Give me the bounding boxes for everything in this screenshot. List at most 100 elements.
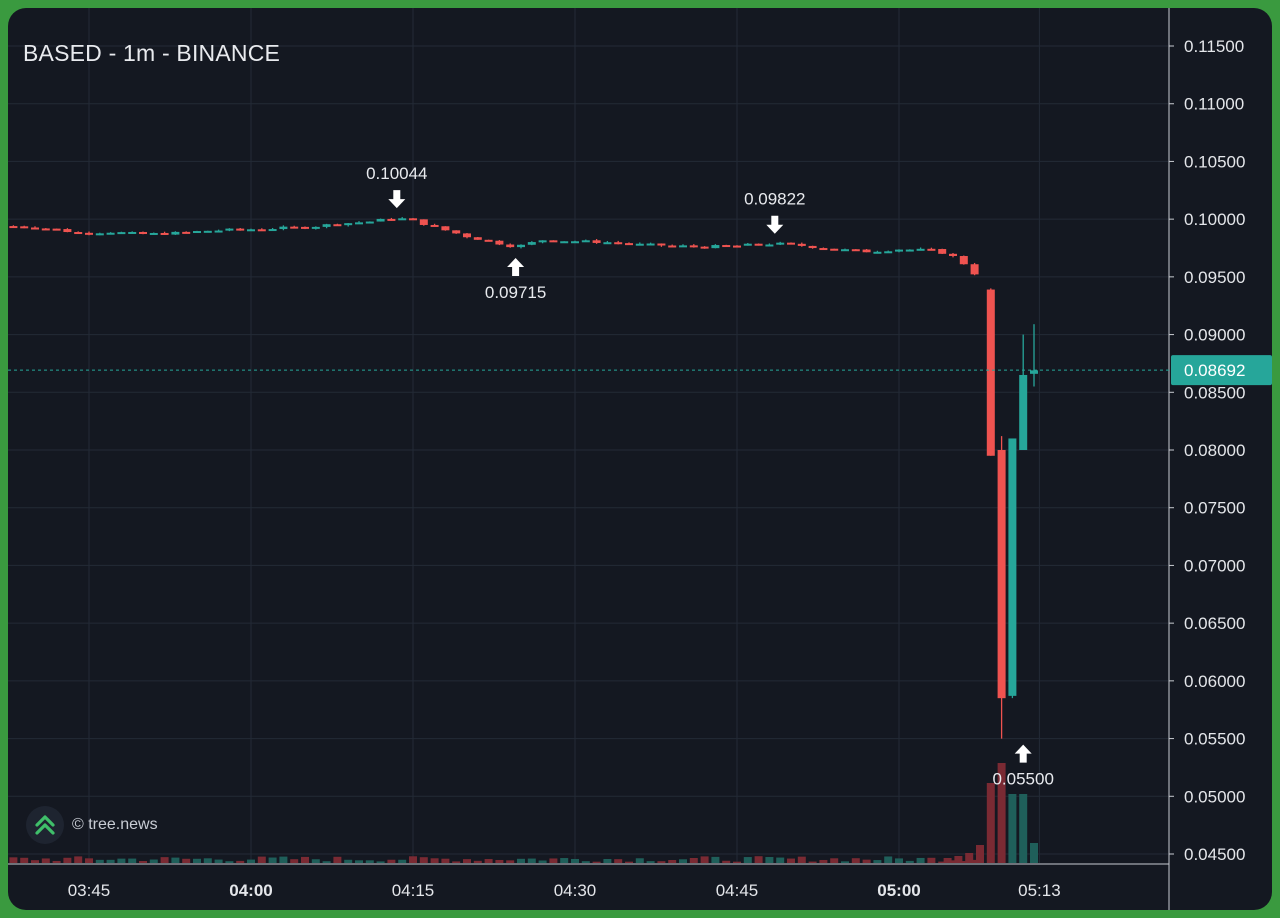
candle-body [765,244,774,247]
candlestick-chart[interactable]: 0.11500 0.11000 0.10500 0.10000 0.09500 0.090… [8,8,1272,910]
candle-body [646,243,655,246]
y-tick-label: 0.08000 [1184,441,1245,460]
volume-bar [257,856,266,863]
candle-body [247,229,255,232]
candle-body [689,245,698,248]
candle-body [398,218,407,221]
candle-body [1008,438,1017,696]
candle-body [473,237,482,240]
x-tick-label: 05:00 [877,881,920,900]
candle-body [236,228,245,231]
candle-body [128,231,137,234]
candle-body [322,224,331,227]
candle-body [441,226,450,231]
candle-body [225,228,234,231]
volume-bar [938,861,947,863]
volume-bar [679,859,687,863]
chart-title: BASED - 1m - BINANCE [23,40,281,66]
candle-body [333,224,342,227]
volume-bar [214,859,223,863]
volume-bar [322,861,331,863]
candle-body [41,228,50,231]
price-annotation: 0.10044 [366,164,427,183]
candle-body [873,251,882,254]
volume-bar [139,860,147,863]
candle-body [722,245,731,248]
volume-bar [916,857,925,863]
volume-bar [884,856,893,863]
candle-body [430,224,439,227]
volume-bar [117,858,126,863]
candle-body [484,239,493,242]
volume-bar [63,857,72,863]
candle-body [851,249,860,252]
x-tick-label: 04:30 [554,881,597,900]
candle-body [31,227,39,230]
y-tick-label: 0.08500 [1184,383,1245,402]
volume-bar [722,860,731,863]
volume-bar [95,859,104,863]
candle-body [905,249,914,252]
volume-bar [365,860,374,863]
x-tick-label: 05:13 [1018,881,1061,900]
volume-bar [398,859,407,863]
candle-body [311,226,320,229]
candle-body [1019,374,1028,450]
volume-bar [387,859,396,863]
candle-body [106,232,115,235]
volume-bar [592,861,601,863]
candle-body [203,230,212,233]
candle-body [549,240,558,243]
volume-bar [9,857,18,863]
volume-bar [797,856,806,863]
volume-bar [970,859,979,863]
volume-bar [31,860,39,863]
candle-body [257,229,266,232]
y-tick-label: 0.11500 [1184,37,1244,56]
candle-body [635,243,644,246]
volume-bar [419,857,428,863]
candle-body [160,232,169,235]
price-annotation: 0.09715 [485,283,546,302]
y-tick-label: 0.07500 [1184,499,1245,518]
volume-bar [603,859,612,863]
candle-body [387,218,396,221]
candle-body [117,232,126,235]
candle-body [711,245,720,249]
arrow-down-icon [388,190,406,209]
watermark-text: © tree.news [72,816,158,833]
volume-bar [943,858,952,863]
volume-bar [160,857,169,863]
volume-bar [614,859,623,863]
candle-body [571,241,579,244]
volume-bar [733,861,741,863]
candle-body [139,231,147,235]
volume-bar [560,858,569,863]
volume-bar [976,845,984,863]
candle-body [193,231,201,234]
price-annotation: 0.09822 [744,190,805,209]
volume-bar [657,861,666,863]
volume-bar [986,783,995,863]
candle-body [657,243,666,246]
volume-bar [646,861,655,863]
candle-body [949,253,957,257]
volume-bar [128,858,137,863]
volume-bar [635,858,644,863]
y-tick-label: 0.07000 [1184,556,1245,575]
candle-body [668,245,677,248]
candle-body [959,256,968,265]
arrow-down-icon [766,215,784,234]
candle-body [884,251,893,254]
volume-bar [311,859,320,863]
candle-body [700,246,709,249]
candle-body [344,223,353,226]
volume-bar [376,861,385,863]
candle-body [171,231,180,235]
last-price-label: 0.08692 [1184,361,1245,380]
y-tick-label: 0.10000 [1184,210,1245,229]
volume-bar [711,856,720,863]
volume-bar [700,856,709,863]
candle-body [938,249,947,254]
volume-bar [344,859,353,863]
